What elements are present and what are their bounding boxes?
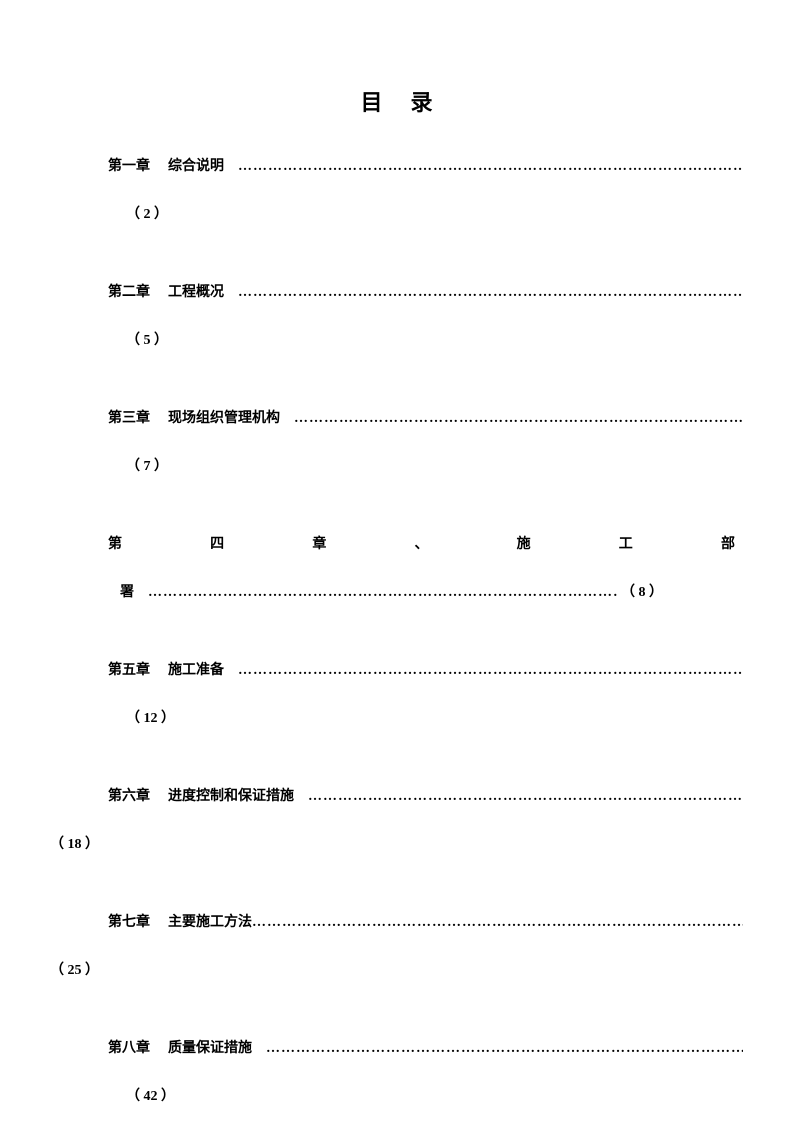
chapter-title: 质量保证措施 (168, 1037, 252, 1057)
chapter-label: 第一章 (108, 155, 150, 175)
chapter-label: 第二章 (108, 281, 150, 301)
chapter-title: 现场组织管理机构 (168, 407, 280, 427)
leader-dots: …………………………………………………………………………………………………………… (238, 663, 743, 679)
toc-entry: 第七章 主要施工方法 ……………………………………………………………………………… (108, 911, 743, 979)
leader-dots: …………………………………………………………………………………………………………… (266, 1041, 743, 1057)
leader-dots: …………………………………………………………………………………………………………… (294, 411, 743, 427)
toc-line: 第五章 施工准备 …………………………………………………………………………………… (108, 659, 743, 679)
chapter-label: 第八章 (108, 1037, 150, 1057)
leader-dots: …………………………………………………………………………………………………………… (308, 789, 743, 805)
leader-dots: …………………………………………………………………………………………………………… (148, 585, 617, 601)
chapter-label: 第六章 (108, 785, 150, 805)
toc-line: 第七章 主要施工方法 ……………………………………………………………………………… (108, 911, 743, 931)
chapter-label: 第三章 (108, 407, 150, 427)
toc-line: 第一章 综合说明 …………………………………………………………………………………… (108, 155, 743, 175)
toc-container: 第一章 综合说明 …………………………………………………………………………………… (50, 155, 743, 1105)
leader-dots: …………………………………………………………………………………………………………… (252, 915, 743, 931)
chapter-title: 工程概况 (168, 281, 224, 301)
toc-line-justified: 第 四 章 、 施 工 部 (108, 533, 743, 553)
toc-entry: 第 四 章 、 施 工 部 署 ………………………………………………………………… (108, 533, 743, 601)
char: 章 (312, 533, 326, 553)
page-number: （ 25 ） (50, 959, 743, 979)
page-title: 目录 (50, 85, 743, 117)
toc-line: 第六章 进度控制和保证措施 ……………………………………………………………………… (108, 785, 743, 805)
toc-entry: 第一章 综合说明 …………………………………………………………………………………… (108, 155, 743, 223)
chapter-title: 综合说明 (168, 155, 224, 175)
char: 部 (721, 533, 735, 553)
leader-dots: …………………………………………………………………………………………………………… (238, 159, 743, 175)
char: 工 (619, 533, 633, 553)
chapter-title: 施工准备 (168, 659, 224, 679)
page-number: （ 18 ） (50, 833, 743, 853)
chapter-label: 第五章 (108, 659, 150, 679)
chapter-title: 进度控制和保证措施 (168, 785, 294, 805)
page-number: （ 8 ） (621, 581, 663, 601)
toc-line: 署 ……………………………………………………………………………………………………… (108, 581, 743, 601)
page-number: （ 5 ） (108, 329, 743, 349)
toc-line: 第三章 现场组织管理机构 ………………………………………………………………………… (108, 407, 743, 427)
char: 署 (120, 581, 134, 601)
toc-line: 第二章 工程概况 …………………………………………………………………………………… (108, 281, 743, 301)
page-number: （ 2 ） (108, 203, 743, 223)
chapter-title: 主要施工方法 (168, 911, 252, 931)
page-number: （ 12 ） (108, 707, 743, 727)
page-number: （ 7 ） (108, 455, 743, 475)
char: 四 (210, 533, 224, 553)
toc-entry: 第二章 工程概况 …………………………………………………………………………………… (108, 281, 743, 349)
chapter-label: 第七章 (108, 911, 150, 931)
toc-entry: 第六章 进度控制和保证措施 ……………………………………………………………………… (108, 785, 743, 853)
char: 第 (108, 533, 122, 553)
char: 施 (517, 533, 531, 553)
page-number: （ 42 ） (108, 1085, 743, 1105)
char: 、 (414, 533, 428, 553)
toc-entry: 第八章 质量保证措施 ……………………………………………………………………………… (108, 1037, 743, 1105)
toc-entry: 第三章 现场组织管理机构 ………………………………………………………………………… (108, 407, 743, 475)
toc-entry: 第五章 施工准备 …………………………………………………………………………………… (108, 659, 743, 727)
toc-line: 第八章 质量保证措施 ……………………………………………………………………………… (108, 1037, 743, 1057)
leader-dots: …………………………………………………………………………………………………………… (238, 285, 743, 301)
